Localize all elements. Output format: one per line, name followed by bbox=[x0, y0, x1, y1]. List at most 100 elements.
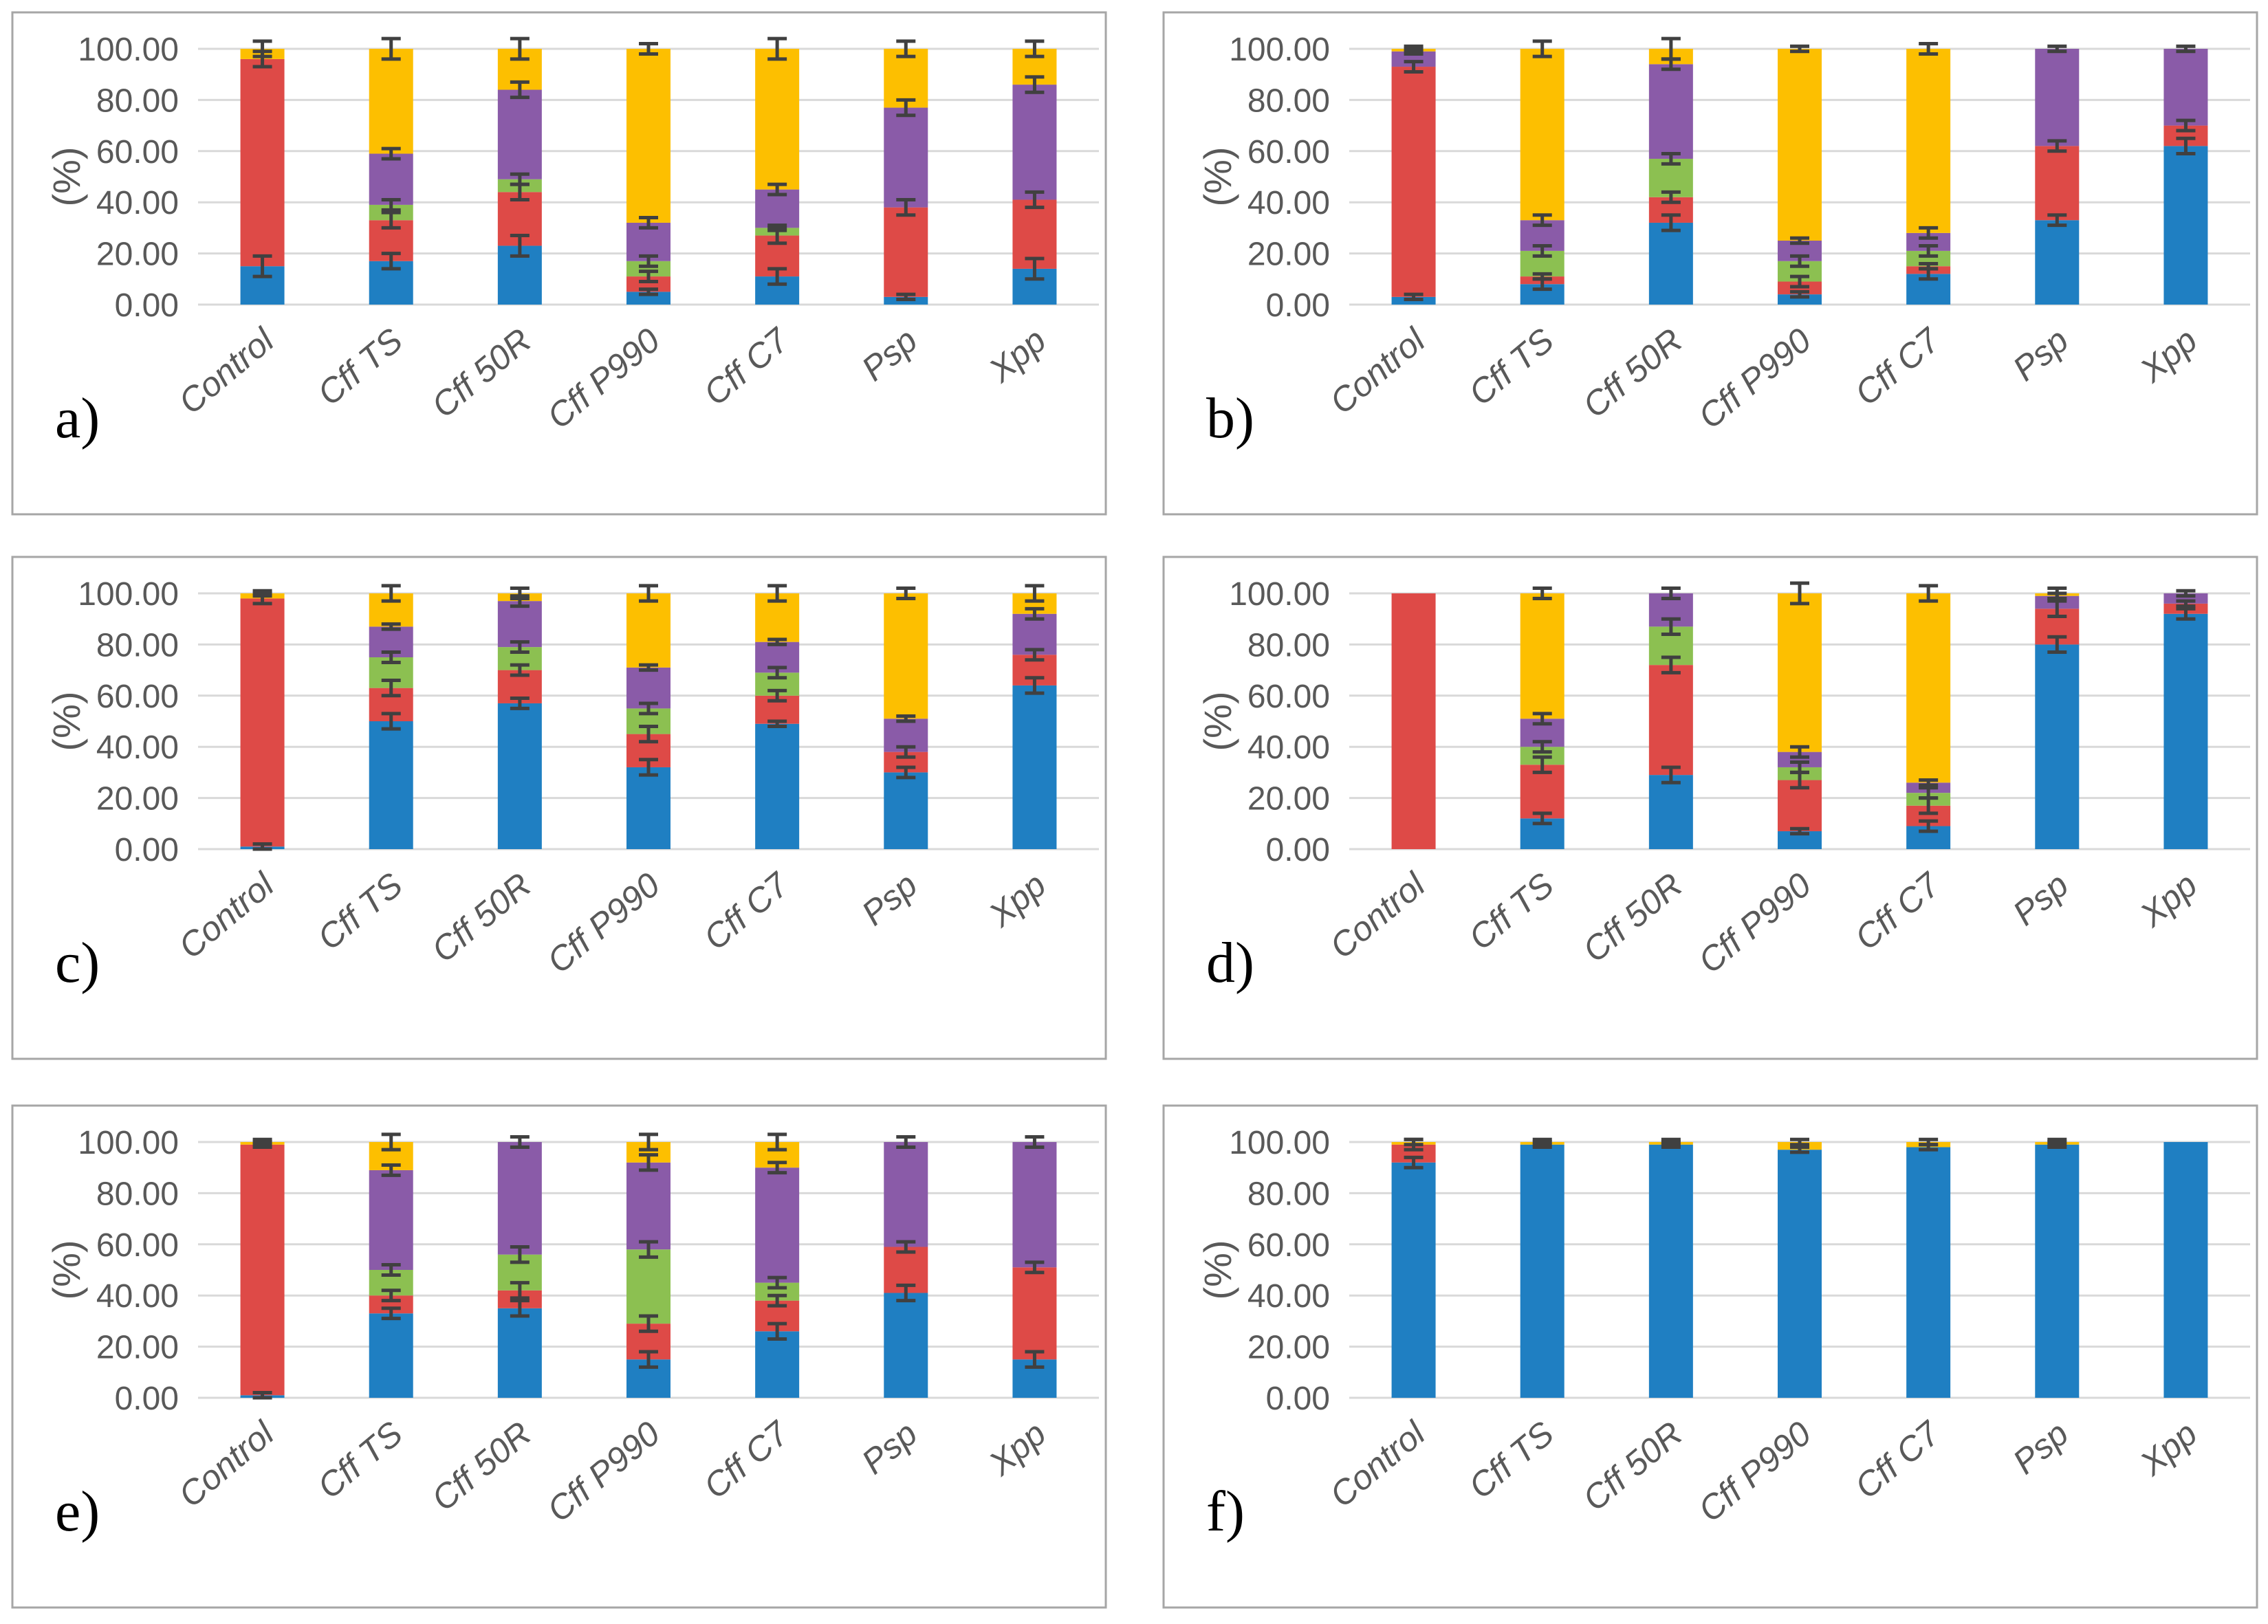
y-tick-label: 100.00 bbox=[1229, 32, 1330, 68]
bar-segment-red bbox=[1648, 665, 1693, 776]
bar-stack-3 bbox=[626, 1132, 670, 1398]
bar-stack-6 bbox=[1012, 39, 1057, 305]
bar-stack-4 bbox=[755, 1132, 800, 1398]
bar-segment-purple bbox=[369, 153, 413, 205]
y-axis-title: (%) bbox=[45, 691, 88, 751]
bar-segment-red bbox=[240, 58, 285, 267]
bar-segment-blue bbox=[1648, 222, 1693, 305]
bar-stack-4 bbox=[1906, 584, 1951, 849]
bar-stack-5 bbox=[2035, 1137, 2080, 1398]
bar-segment-blue bbox=[755, 723, 800, 849]
bar-segment-red bbox=[626, 276, 670, 292]
bar-stack-4 bbox=[1906, 1137, 1951, 1398]
bar-stack-0 bbox=[1391, 1137, 1436, 1398]
bar-stack-6 bbox=[2163, 589, 2208, 849]
bar-segment-red bbox=[240, 598, 285, 847]
bar-stack-1 bbox=[1520, 39, 1564, 305]
y-tick-label: 0.00 bbox=[1266, 1381, 1330, 1417]
y-tick-label: 60.00 bbox=[96, 679, 179, 715]
bar-segment-purple bbox=[1778, 751, 1822, 767]
bar-segment-yellow bbox=[755, 49, 800, 190]
bar-segment-purple bbox=[1012, 85, 1057, 200]
bar-segment-green bbox=[626, 1249, 670, 1324]
bar-stack-0 bbox=[1391, 593, 1436, 849]
y-tick-label: 20.00 bbox=[96, 781, 179, 818]
bar-stack-5 bbox=[884, 586, 928, 849]
bar-segment-purple bbox=[2163, 49, 2208, 126]
bar-segment-red bbox=[240, 1144, 285, 1396]
bar-segment-blue bbox=[1648, 1144, 1693, 1398]
bar-segment-purple bbox=[497, 89, 542, 179]
y-tick-label: 60.00 bbox=[1247, 134, 1330, 171]
bar-segment-purple bbox=[884, 107, 928, 208]
bar-segment-blue bbox=[497, 1308, 542, 1398]
bar-segment-yellow bbox=[1906, 49, 1951, 233]
bar-stack-5 bbox=[884, 39, 928, 305]
bar-segment-blue bbox=[2163, 613, 2208, 849]
y-tick-label: 40.00 bbox=[96, 1278, 179, 1315]
y-tick-label: 20.00 bbox=[1247, 237, 1330, 273]
y-tick-label: 60.00 bbox=[96, 134, 179, 171]
bar-stack-0 bbox=[240, 39, 285, 305]
bar-segment-blue bbox=[884, 772, 928, 849]
y-tick-label: 0.00 bbox=[1266, 832, 1330, 868]
bar-segment-purple bbox=[2035, 49, 2080, 146]
bar-segment-purple bbox=[497, 601, 542, 648]
bar-stack-3 bbox=[626, 42, 670, 305]
bar-segment-blue bbox=[2163, 146, 2208, 305]
bar-stack-6 bbox=[1012, 1135, 1057, 1398]
y-tick-label: 80.00 bbox=[1247, 83, 1330, 119]
y-tick-label: 100.00 bbox=[78, 32, 179, 68]
bar-stack-6 bbox=[1012, 584, 1057, 849]
panel-3: 0.0020.0040.0060.0080.00100.00(%)Control… bbox=[11, 556, 1107, 1060]
bar-segment-purple bbox=[1012, 1142, 1057, 1268]
y-axis-title: (%) bbox=[1196, 691, 1239, 751]
panel-label: b) bbox=[1206, 386, 1254, 450]
bar-stack-2 bbox=[1648, 586, 1693, 849]
y-tick-label: 20.00 bbox=[1247, 1330, 1330, 1366]
bar-stack-3 bbox=[1778, 581, 1822, 849]
bar-stack-3 bbox=[626, 584, 670, 849]
bar-segment-yellow bbox=[1520, 49, 1564, 221]
y-tick-label: 20.00 bbox=[96, 1330, 179, 1366]
bar-stack-3 bbox=[1778, 1137, 1822, 1398]
bar-segment-purple bbox=[1648, 64, 1693, 159]
bar-segment-yellow bbox=[884, 593, 928, 719]
bar-stack-2 bbox=[497, 586, 542, 849]
bar-stack-0 bbox=[240, 589, 285, 851]
y-tick-label: 0.00 bbox=[115, 287, 179, 324]
bar-stack-0 bbox=[1391, 44, 1436, 305]
panel-label: f) bbox=[1206, 1480, 1245, 1544]
y-tick-label: 100.00 bbox=[78, 576, 179, 613]
bar-stack-4 bbox=[1906, 42, 1951, 305]
bar-segment-blue bbox=[626, 767, 670, 849]
bar-stack-1 bbox=[1520, 586, 1564, 849]
bar-segment-yellow bbox=[1778, 593, 1822, 752]
bar-segment-blue bbox=[1778, 1150, 1822, 1398]
bar-segment-blue bbox=[1391, 1162, 1436, 1398]
bar-segment-purple bbox=[1391, 51, 1436, 67]
panel-2: 0.0020.0040.0060.0080.00100.00(%)Control… bbox=[1162, 11, 2258, 516]
y-tick-label: 40.00 bbox=[96, 729, 179, 766]
bar-stack-5 bbox=[2035, 586, 2080, 849]
bar-segment-blue bbox=[1520, 1144, 1564, 1398]
bar-segment-blue bbox=[2035, 644, 2080, 849]
bar-segment-red bbox=[884, 207, 928, 297]
y-tick-label: 80.00 bbox=[96, 627, 179, 663]
bar-segment-purple bbox=[369, 1170, 413, 1270]
y-tick-label: 40.00 bbox=[96, 185, 179, 221]
bar-stack-6 bbox=[2163, 44, 2208, 305]
bar-segment-blue bbox=[2035, 220, 2080, 305]
y-tick-label: 80.00 bbox=[96, 1176, 179, 1212]
y-tick-label: 80.00 bbox=[96, 83, 179, 119]
panel-label: c) bbox=[55, 931, 100, 995]
y-tick-label: 60.00 bbox=[96, 1227, 179, 1264]
y-tick-label: 20.00 bbox=[96, 237, 179, 273]
y-tick-label: 40.00 bbox=[1247, 729, 1330, 766]
bar-stack-4 bbox=[755, 36, 800, 305]
bar-stack-4 bbox=[755, 584, 800, 849]
bar-segment-green bbox=[626, 261, 670, 277]
panel-label: a) bbox=[55, 386, 100, 450]
bar-segment-blue bbox=[1648, 775, 1693, 849]
